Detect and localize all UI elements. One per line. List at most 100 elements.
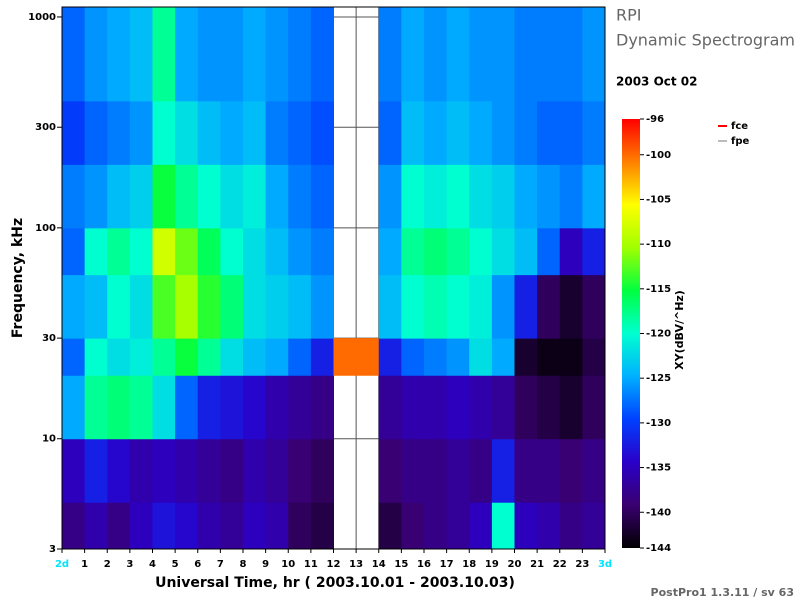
- spectrogram-cell: [62, 502, 86, 550]
- spectrogram-cell: [288, 274, 312, 339]
- legend-label: fpe: [731, 136, 750, 147]
- spectrogram-cell: [197, 375, 221, 440]
- spectrogram-cell: [288, 502, 312, 550]
- spectrogram-cell: [288, 164, 312, 229]
- spectrogram-cell: [107, 7, 131, 102]
- spectrogram-cell: [401, 338, 425, 376]
- x-tick-label: 19: [485, 559, 499, 570]
- x-tick-label: 23: [575, 559, 589, 570]
- spectrogram-cell: [469, 338, 493, 376]
- spectrogram-cell: [243, 502, 267, 550]
- spectrogram-cell: [537, 7, 561, 102]
- x-tick-label: 5: [172, 559, 179, 570]
- spectrogram-cell: [175, 375, 199, 440]
- spectrogram-cell: [197, 100, 221, 165]
- spectrogram-cell: [559, 438, 583, 503]
- spectrogram-cell: [197, 164, 221, 229]
- spectrogram-cell: [559, 100, 583, 165]
- spectrogram-cell: [582, 7, 606, 102]
- spectrogram-cell: [129, 438, 153, 503]
- colorbar: [622, 119, 640, 548]
- spectrogram-cell: [514, 100, 538, 165]
- spectrogram-cell: [175, 274, 199, 339]
- spectrogram-cell: [288, 438, 312, 503]
- spectrogram-cell: [446, 100, 470, 165]
- spectrogram-cell: [62, 274, 86, 339]
- spectrogram-cell: [62, 7, 86, 102]
- spectrogram-cell: [514, 7, 538, 102]
- spectrogram-cell: [288, 227, 312, 276]
- spectrogram-cell: [310, 338, 334, 376]
- chart-title: RPI: [616, 6, 641, 25]
- x-tick-label: 6: [194, 559, 201, 570]
- colorbar-label: XY(dBV/^Hz): [673, 290, 686, 370]
- plot-area: [61, 6, 606, 550]
- spectrogram-cell: [265, 274, 289, 339]
- spectrogram-cell: [84, 164, 108, 229]
- x-tick-label: 7: [217, 559, 224, 570]
- spectrogram-cell: [129, 164, 153, 229]
- spectrogram-cell: [152, 227, 176, 276]
- spectrogram-cell: [401, 100, 425, 165]
- spectrogram-cell: [220, 502, 244, 550]
- spectrogram-cell: [446, 338, 470, 376]
- x-tick-label: 11: [304, 559, 318, 570]
- spectrogram-cell: [378, 375, 402, 440]
- x-tick-label: 8: [240, 559, 247, 570]
- colorbar-tick-label: -115: [646, 284, 671, 295]
- spectrogram-cell: [175, 502, 199, 550]
- spectrogram-cell: [378, 438, 402, 503]
- x-tick-label: 4: [149, 559, 156, 570]
- spectrogram-cell: [62, 227, 86, 276]
- spectrogram-cell: [107, 338, 131, 376]
- x-tick-label: 10: [281, 559, 295, 570]
- spectrogram-cell: [310, 227, 334, 276]
- x-tick-label: 21: [530, 559, 544, 570]
- spectrogram-cell: [491, 164, 515, 229]
- spectrogram-cell: [84, 338, 108, 376]
- spectrogram-cell: [129, 274, 153, 339]
- spectrogram-cell: [469, 274, 493, 339]
- spectrogram-cell: [559, 274, 583, 339]
- spectrogram-cell: [356, 338, 380, 376]
- colorbar-tick-label: -135: [646, 463, 671, 474]
- spectrogram-cell: [265, 227, 289, 276]
- spectrogram-cell: [265, 438, 289, 503]
- spectrogram-cell: [491, 7, 515, 102]
- spectrogram-cell: [152, 274, 176, 339]
- y-tick-label: 30: [42, 333, 56, 344]
- spectrogram-cell: [220, 100, 244, 165]
- spectrogram-cell: [175, 164, 199, 229]
- spectrogram-cell: [152, 100, 176, 165]
- spectrogram-cell: [129, 100, 153, 165]
- spectrogram-cell: [84, 227, 108, 276]
- spectrogram-cell: [310, 274, 334, 339]
- spectrogram-cell: [152, 7, 176, 102]
- spectrogram-cell: [333, 338, 357, 376]
- x-tick-label: 1: [81, 559, 88, 570]
- x-tick-label: 3: [126, 559, 133, 570]
- spectrogram-cell: [401, 375, 425, 440]
- spectrogram-cell: [265, 338, 289, 376]
- x-tick-label: 2d: [55, 559, 69, 570]
- spectrogram-cell: [152, 438, 176, 503]
- spectrogram-cell: [491, 375, 515, 440]
- x-tick-label: 9: [262, 559, 269, 570]
- spectrogram-cell: [220, 164, 244, 229]
- spectrogram-cell: [559, 338, 583, 376]
- spectrogram-cell: [175, 227, 199, 276]
- spectrogram-cell: [446, 7, 470, 102]
- spectrogram-cell: [401, 274, 425, 339]
- spectrogram-cell: [446, 164, 470, 229]
- spectrogram-cell: [107, 227, 131, 276]
- spectrogram-cell: [559, 502, 583, 550]
- spectrogram-cell: [175, 338, 199, 376]
- spectrogram-cell: [582, 375, 606, 440]
- spectrogram-cell: [129, 338, 153, 376]
- colorbar-tick-label: -96: [646, 114, 664, 125]
- spectrogram-cell: [559, 227, 583, 276]
- spectrogram-cell: [152, 164, 176, 229]
- spectrogram-cell: [491, 227, 515, 276]
- x-tick-label: 22: [553, 559, 567, 570]
- spectrogram-cell: [288, 375, 312, 440]
